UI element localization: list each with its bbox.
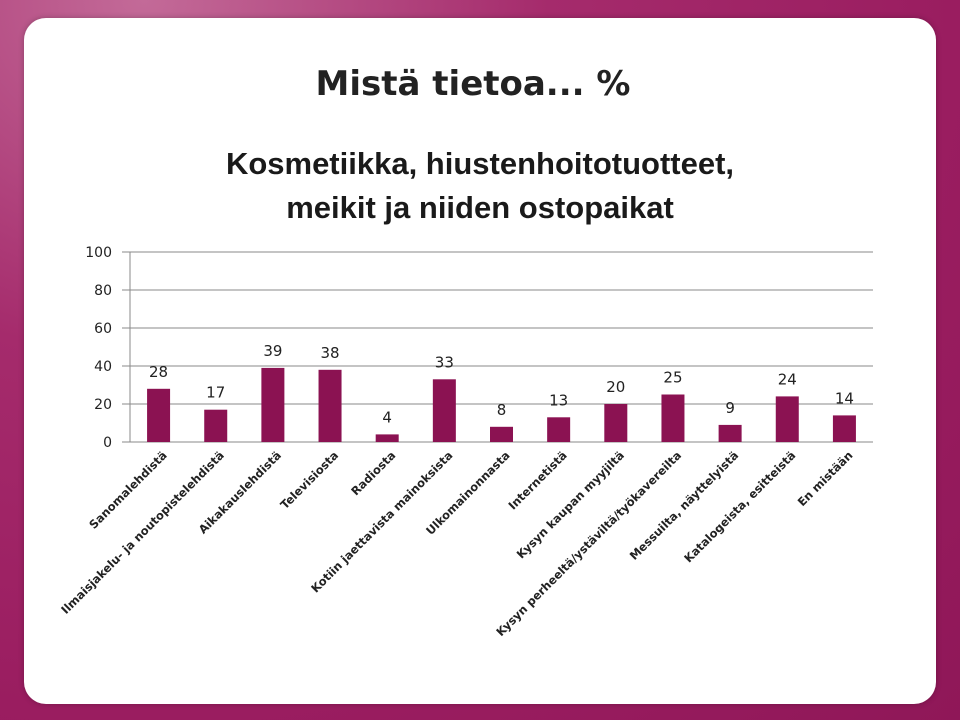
y-tick-label: 40 bbox=[94, 359, 112, 375]
y-tick-label: 20 bbox=[94, 397, 112, 413]
bar bbox=[718, 424, 742, 442]
slide-panel bbox=[24, 18, 936, 704]
bar bbox=[204, 409, 228, 442]
category-label: Katalogeista, esitteistä bbox=[681, 448, 798, 565]
bar bbox=[318, 369, 342, 442]
data-label: 9 bbox=[725, 399, 735, 417]
data-label: 13 bbox=[549, 391, 568, 409]
category-label: Messuilta, näyttelyistä bbox=[627, 448, 742, 563]
slide-title: Mistä tietoa... % bbox=[315, 64, 631, 104]
bar bbox=[547, 417, 571, 442]
category-label: Kysyn kaupan myyjiltä bbox=[514, 448, 627, 561]
chart-title-line-1: Kosmetiikka, hiustenhoitotuotteet, bbox=[226, 146, 734, 181]
chart-title-line-2: meikit ja niiden ostopaikat bbox=[286, 190, 674, 225]
data-label: 8 bbox=[497, 401, 507, 419]
bar bbox=[147, 388, 171, 442]
data-label: 39 bbox=[263, 342, 282, 360]
data-label: 24 bbox=[778, 370, 797, 388]
bar bbox=[661, 394, 685, 442]
data-label: 17 bbox=[206, 384, 225, 402]
bar bbox=[604, 404, 628, 442]
bar bbox=[775, 396, 799, 442]
y-tick-label: 60 bbox=[94, 321, 112, 337]
y-tick-label: 100 bbox=[85, 245, 112, 261]
category-label: Televisiosta bbox=[277, 448, 341, 512]
bar bbox=[375, 434, 399, 442]
data-label: 25 bbox=[663, 369, 682, 387]
category-label: Internetistä bbox=[505, 448, 569, 512]
bar bbox=[432, 379, 456, 442]
bar bbox=[261, 367, 285, 442]
data-label: 28 bbox=[149, 363, 168, 381]
y-tick-label: 80 bbox=[94, 283, 112, 299]
category-label: Radiosta bbox=[348, 448, 398, 498]
data-label: 38 bbox=[320, 344, 339, 362]
bar bbox=[490, 426, 513, 442]
data-label: 33 bbox=[435, 353, 454, 371]
y-tick-label: 0 bbox=[103, 435, 112, 451]
data-label: 14 bbox=[835, 389, 854, 407]
data-label: 20 bbox=[606, 378, 625, 396]
data-label: 4 bbox=[382, 408, 392, 426]
category-label: En mistään bbox=[795, 448, 856, 509]
bar bbox=[832, 415, 856, 442]
